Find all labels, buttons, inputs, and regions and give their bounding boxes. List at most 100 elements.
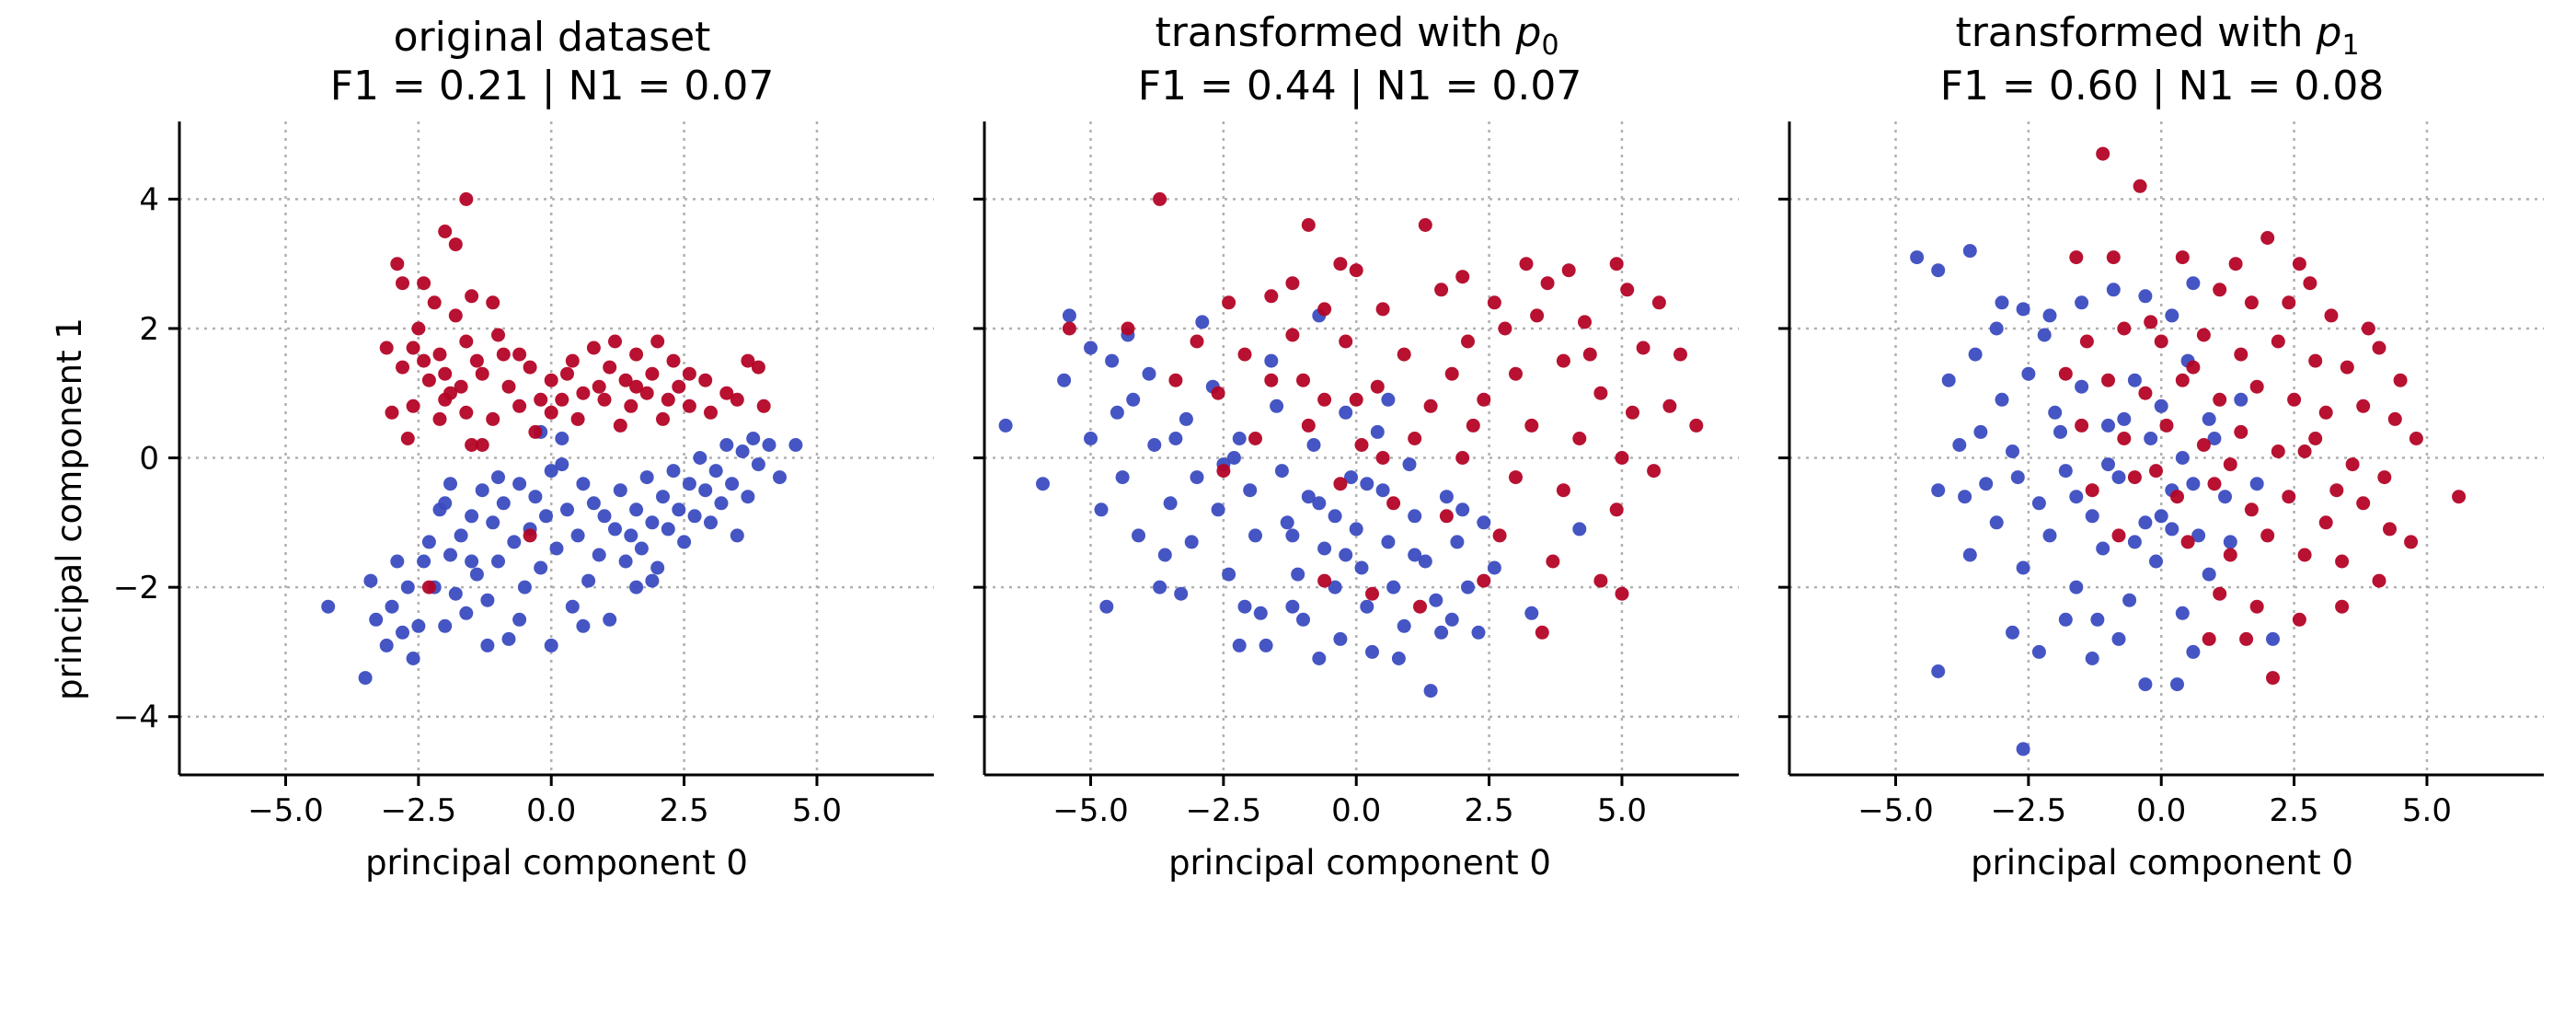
- point-class-0: [486, 515, 500, 530]
- point-class-0: [406, 652, 420, 665]
- point-class-1: [544, 373, 558, 387]
- point-class-1: [2409, 432, 2423, 445]
- point-class-1: [1248, 432, 1262, 445]
- point-class-0: [528, 490, 543, 504]
- point-class-0: [565, 599, 580, 614]
- point-class-0: [1243, 483, 1258, 498]
- point-class-0: [1962, 548, 1977, 562]
- point-class-0: [411, 618, 426, 633]
- point-class-1: [496, 347, 511, 362]
- point-class-1: [400, 432, 415, 445]
- point-class-0: [2031, 644, 2046, 659]
- point-class-0: [2042, 528, 2057, 543]
- point-class-1: [1408, 432, 1422, 445]
- point-class-0: [661, 522, 675, 537]
- point-class-0: [390, 554, 405, 569]
- point-class-1: [1546, 554, 1560, 569]
- point-class-1: [1413, 599, 1427, 614]
- point-class-0: [2111, 470, 2126, 485]
- point-class-0: [1163, 496, 1178, 511]
- point-class-1: [2196, 438, 2211, 452]
- point-class-0: [1211, 502, 1225, 517]
- point-class-1: [1540, 276, 1555, 291]
- point-class-0: [2186, 477, 2201, 491]
- point-class-1: [417, 276, 431, 291]
- point-class-0: [1408, 548, 1422, 562]
- point-class-1: [2303, 276, 2317, 291]
- point-class-0: [358, 671, 373, 686]
- point-class-1: [2297, 444, 2312, 458]
- point-class-0: [1370, 424, 1385, 439]
- point-class-0: [788, 438, 803, 452]
- point-class-0: [1397, 618, 1411, 633]
- point-class-0: [1306, 438, 1321, 452]
- point-class-1: [2058, 366, 2073, 381]
- point-class-1: [1461, 334, 1475, 349]
- point-class-0: [549, 541, 564, 556]
- y-tick-label: 2: [139, 311, 159, 348]
- point-class-0: [363, 573, 378, 588]
- point-class-1: [656, 411, 670, 426]
- x-tick-label: 5.0: [2402, 792, 2452, 829]
- point-class-0: [2149, 554, 2163, 569]
- point-class-1: [1317, 392, 1332, 407]
- point-class-1: [2249, 379, 2264, 394]
- point-class-1: [756, 398, 771, 413]
- x-tick-label: −5.0: [1052, 792, 1129, 829]
- point-class-0: [2048, 405, 2063, 420]
- title-subscript: 1: [2341, 29, 2359, 62]
- point-class-1: [2223, 457, 2237, 472]
- point-class-0: [2053, 424, 2067, 439]
- point-class-0: [2016, 742, 2030, 756]
- point-class-0: [1270, 398, 1284, 413]
- point-class-0: [1285, 599, 1300, 614]
- point-class-0: [1989, 515, 2004, 530]
- point-class-1: [438, 225, 453, 238]
- point-class-1: [2383, 522, 2397, 537]
- point-class-0: [741, 490, 755, 504]
- point-class-1: [501, 379, 516, 394]
- point-class-0: [1184, 535, 1199, 549]
- point-class-0: [1153, 580, 1167, 595]
- point-class-0: [639, 470, 654, 485]
- point-class-1: [379, 341, 394, 355]
- panel-title-line2: F1 = 0.44 | N1 = 0.07: [1138, 63, 1582, 110]
- point-class-1: [1509, 470, 1523, 485]
- point-class-1: [2335, 554, 2350, 569]
- point-class-0: [1450, 535, 1465, 549]
- panel-title-line1: transformed with p1: [1955, 9, 2359, 62]
- x-tick-label: 0.0: [1331, 792, 1381, 829]
- point-class-1: [730, 392, 744, 407]
- point-class-0: [1147, 438, 1162, 452]
- point-class-1: [2149, 464, 2163, 479]
- point-class-1: [1466, 418, 1480, 433]
- point-class-0: [2069, 580, 2084, 595]
- point-class-1: [666, 353, 681, 368]
- point-class-0: [1274, 464, 1289, 479]
- point-class-1: [2297, 548, 2312, 562]
- point-class-1: [1477, 392, 1491, 407]
- point-class-0: [438, 496, 453, 511]
- point-class-1: [1620, 283, 1635, 297]
- point-class-0: [448, 586, 463, 601]
- point-class-1: [2249, 599, 2264, 614]
- point-class-1: [2180, 535, 2195, 549]
- point-class-0: [1253, 606, 1268, 620]
- point-class-0: [1339, 405, 1353, 420]
- point-class-1: [1578, 315, 1592, 329]
- point-class-1: [459, 405, 474, 420]
- point-class-0: [2234, 392, 2248, 407]
- point-class-0: [400, 580, 415, 595]
- point-class-0: [2127, 535, 2142, 549]
- title-prefix: transformed with: [1155, 9, 1515, 56]
- point-class-0: [2127, 373, 2142, 387]
- panel-original-dataset: −5.0 −2.5 0.0 2.5 5.0 −4 −2 0 2 4 original datase…: [50, 14, 934, 883]
- point-class-0: [1142, 366, 1156, 381]
- point-class-1: [2079, 334, 2094, 349]
- point-class-0: [1995, 295, 2009, 310]
- point-class-0: [2175, 606, 2190, 620]
- point-class-1: [512, 398, 527, 413]
- point-class-1: [2213, 283, 2227, 297]
- point-class-1: [570, 411, 585, 426]
- point-class-1: [1492, 528, 1507, 543]
